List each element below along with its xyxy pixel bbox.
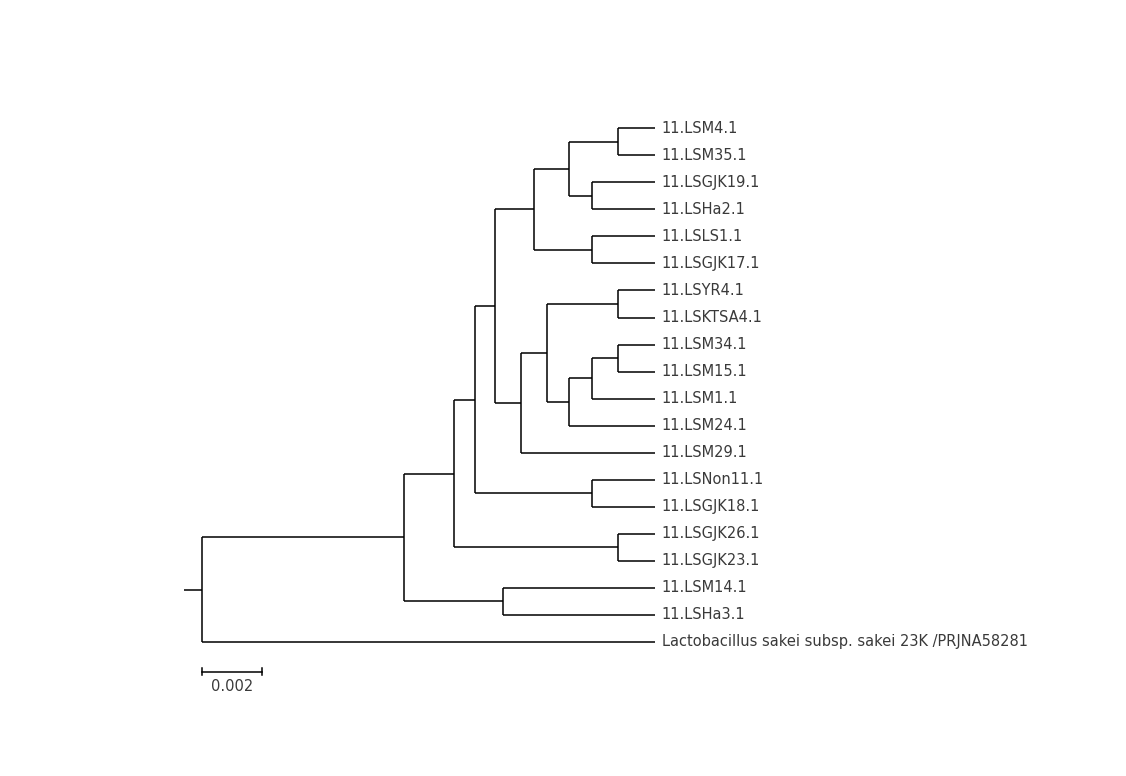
Text: 11.LSGJK26.1: 11.LSGJK26.1 <box>662 526 760 542</box>
Text: 11.LSGJK18.1: 11.LSGJK18.1 <box>662 499 760 514</box>
Text: 11.LSM15.1: 11.LSM15.1 <box>662 364 748 379</box>
Text: 11.LSM1.1: 11.LSM1.1 <box>662 391 739 406</box>
Text: 11.LSM4.1: 11.LSM4.1 <box>662 121 739 136</box>
Text: Lactobacillus sakei subsp. sakei 23K /PRJNA58281: Lactobacillus sakei subsp. sakei 23K /PR… <box>662 635 1028 650</box>
Text: 11.LSNon11.1: 11.LSNon11.1 <box>662 473 765 487</box>
Text: 11.LSHa3.1: 11.LSHa3.1 <box>662 608 745 622</box>
Text: 11.LSM35.1: 11.LSM35.1 <box>662 147 748 163</box>
Text: 11.LSM29.1: 11.LSM29.1 <box>662 445 748 460</box>
Text: 11.LSM34.1: 11.LSM34.1 <box>662 337 748 352</box>
Text: 11.LSGJK23.1: 11.LSGJK23.1 <box>662 553 760 568</box>
Text: 11.LSLS1.1: 11.LSLS1.1 <box>662 229 743 244</box>
Text: 11.LSHa2.1: 11.LSHa2.1 <box>662 202 745 217</box>
Text: 11.LSGJK17.1: 11.LSGJK17.1 <box>662 256 760 271</box>
Text: 11.LSM24.1: 11.LSM24.1 <box>662 418 748 433</box>
Text: 11.LSKTSA4.1: 11.LSKTSA4.1 <box>662 310 762 325</box>
Text: 11.LSGJK19.1: 11.LSGJK19.1 <box>662 175 760 190</box>
Text: 11.LSM14.1: 11.LSM14.1 <box>662 580 748 595</box>
Text: 0.002: 0.002 <box>211 679 253 695</box>
Text: 11.LSYR4.1: 11.LSYR4.1 <box>662 283 744 298</box>
